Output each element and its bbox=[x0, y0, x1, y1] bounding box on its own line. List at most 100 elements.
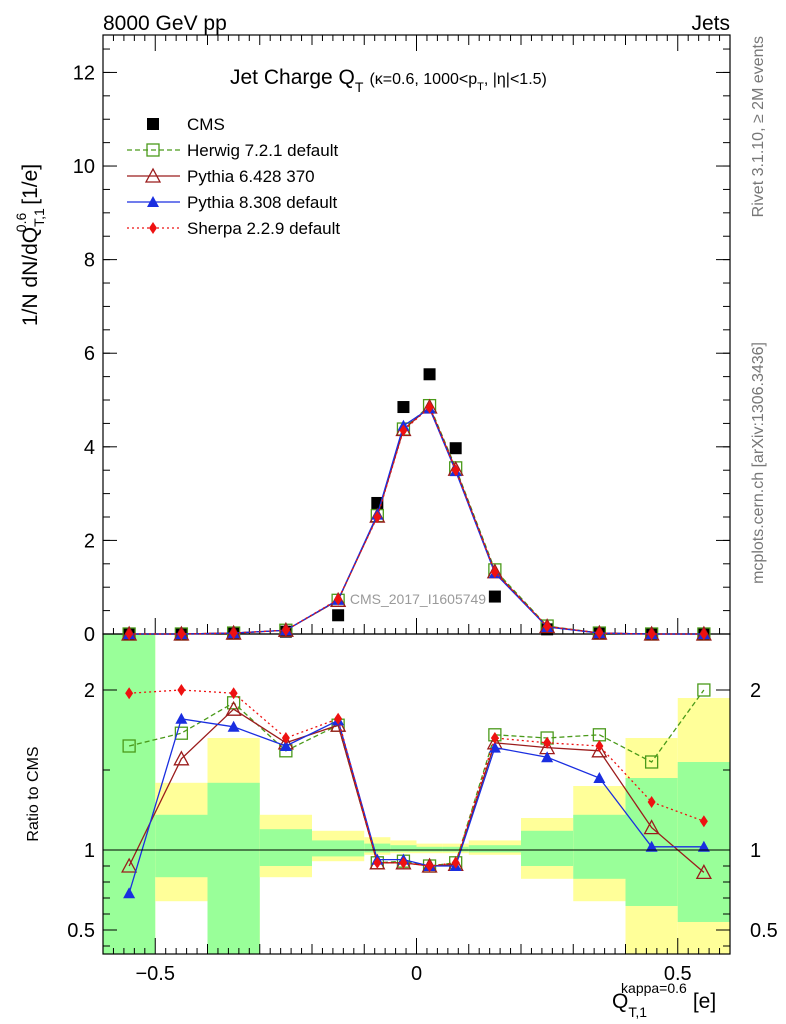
series-line bbox=[129, 406, 704, 635]
band-green bbox=[521, 830, 574, 866]
legend-marker bbox=[147, 118, 159, 130]
x-tick-label: 0 bbox=[411, 963, 422, 985]
data-point bbox=[449, 442, 462, 455]
ratio-point bbox=[488, 741, 501, 753]
data-point bbox=[177, 628, 186, 640]
band-green bbox=[312, 840, 365, 857]
ratio-point bbox=[490, 732, 499, 744]
ratio-point bbox=[697, 683, 711, 697]
band-green bbox=[468, 845, 521, 853]
ratio-ylabel: Ratio to CMS bbox=[25, 746, 42, 841]
data-point bbox=[699, 628, 708, 640]
axis-ticks bbox=[102, 35, 731, 954]
band-green bbox=[416, 846, 443, 852]
legend-label: Pythia 6.428 370 bbox=[187, 167, 315, 186]
data-point bbox=[423, 368, 436, 381]
data-point bbox=[125, 628, 134, 640]
ratio-point bbox=[399, 856, 408, 869]
chart-title: Jet Charge QT (κ=0.6, 1000<pT, |η|<1.5) bbox=[230, 66, 547, 95]
ratio-point bbox=[697, 840, 710, 852]
legend-marker bbox=[149, 222, 157, 234]
legend-label: Herwig 7.2.1 default bbox=[187, 141, 338, 160]
ratio-point bbox=[125, 687, 134, 700]
data-point bbox=[281, 624, 290, 637]
rivet-label: Rivet 3.1.10, ≥ 2M events bbox=[750, 36, 767, 217]
ratio-point bbox=[334, 712, 343, 725]
data-point bbox=[543, 620, 552, 633]
ratio-point bbox=[177, 684, 186, 696]
data-point bbox=[595, 627, 604, 640]
main-ylabel: 1/N dN/dQT,10.6[1/e] bbox=[13, 164, 47, 326]
watermark: CMS_2017_I1605749 bbox=[350, 591, 486, 607]
ratio-point bbox=[279, 740, 292, 751]
band-green bbox=[207, 782, 260, 954]
ratio-point bbox=[593, 772, 606, 783]
ratio-point bbox=[644, 755, 659, 769]
ratio-point bbox=[425, 860, 434, 872]
data-point bbox=[451, 464, 460, 477]
header-left: 8000 GeV pp bbox=[103, 12, 227, 35]
ratio-y-tick-label: 1 bbox=[84, 840, 95, 862]
data-point bbox=[490, 566, 499, 579]
data-point bbox=[332, 609, 345, 622]
band-green bbox=[259, 829, 312, 866]
ratio-point bbox=[227, 720, 240, 732]
band-green bbox=[573, 814, 626, 879]
ratio-series bbox=[121, 683, 712, 899]
ratio-y-tick-label: 0.5 bbox=[67, 920, 95, 942]
main-series bbox=[121, 368, 712, 641]
ratio-point bbox=[123, 887, 136, 899]
ratio-line bbox=[128, 708, 705, 873]
legend: CMS Herwig 7.2.1 default Pythia 6.428 370 P… bbox=[127, 115, 340, 238]
ratio-point bbox=[373, 856, 382, 869]
data-point bbox=[399, 424, 408, 437]
y-tick-label: 10 bbox=[73, 156, 95, 178]
data-point bbox=[229, 627, 238, 640]
data-point bbox=[373, 511, 382, 524]
legend-label: CMS bbox=[187, 115, 225, 134]
ratio-point bbox=[647, 796, 656, 808]
ratio-point bbox=[645, 840, 658, 852]
legend-label: Pythia 8.308 default bbox=[187, 193, 338, 212]
ratio-y-tick-label-right: 1 bbox=[750, 840, 761, 862]
ratio-point bbox=[695, 864, 712, 880]
x-tick-label: −0.5 bbox=[136, 963, 175, 985]
band-green bbox=[155, 814, 208, 878]
data-point bbox=[488, 590, 501, 603]
xlabel: QT,1kappa=0.6[e] bbox=[612, 980, 716, 1020]
band-green bbox=[364, 843, 391, 853]
ratio-point bbox=[451, 856, 460, 869]
header-right: Jets bbox=[691, 12, 730, 35]
ratio-y-tick-label: 2 bbox=[84, 680, 95, 702]
ratio-point bbox=[175, 712, 188, 724]
x-tick-label: 0.5 bbox=[664, 963, 692, 985]
ratio-point bbox=[595, 740, 604, 752]
ratio-series-sherpa-2-2-9-default bbox=[125, 684, 708, 872]
band-green bbox=[442, 846, 469, 852]
y-tick-label: 0 bbox=[84, 624, 95, 646]
legend-entry-sherpa-2-2-9-default: Sherpa 2.2.9 default bbox=[127, 219, 340, 238]
ratio-line bbox=[128, 689, 705, 867]
series-sherpa-2-2-9-default bbox=[125, 401, 708, 640]
ratio-point bbox=[174, 726, 189, 740]
data-point bbox=[397, 401, 410, 414]
legend-entry-pythia-8-308-default: Pythia 8.308 default bbox=[127, 193, 338, 212]
ratio-point bbox=[122, 739, 136, 753]
ratio-point bbox=[173, 750, 190, 766]
legend-entry-cms: CMS bbox=[147, 115, 225, 134]
y-tick-label: 6 bbox=[84, 343, 95, 365]
legend-marker bbox=[147, 196, 159, 207]
ratio-line bbox=[129, 689, 705, 867]
ratio-point bbox=[591, 742, 608, 758]
legend-marker bbox=[144, 167, 162, 183]
ratio-point bbox=[225, 700, 242, 716]
ratio-point bbox=[699, 815, 708, 828]
legend-entry-pythia-6-428-370: Pythia 6.428 370 bbox=[127, 167, 315, 186]
y-tick-label: 8 bbox=[84, 250, 95, 272]
ratio-y-tick-label-right: 2 bbox=[750, 680, 761, 702]
band-green bbox=[390, 845, 417, 852]
ratio-line bbox=[128, 718, 704, 894]
data-point bbox=[425, 401, 434, 414]
ratio-point bbox=[121, 857, 138, 873]
legend-entry-herwig-7-2-1-default: Herwig 7.2.1 default bbox=[127, 141, 338, 160]
